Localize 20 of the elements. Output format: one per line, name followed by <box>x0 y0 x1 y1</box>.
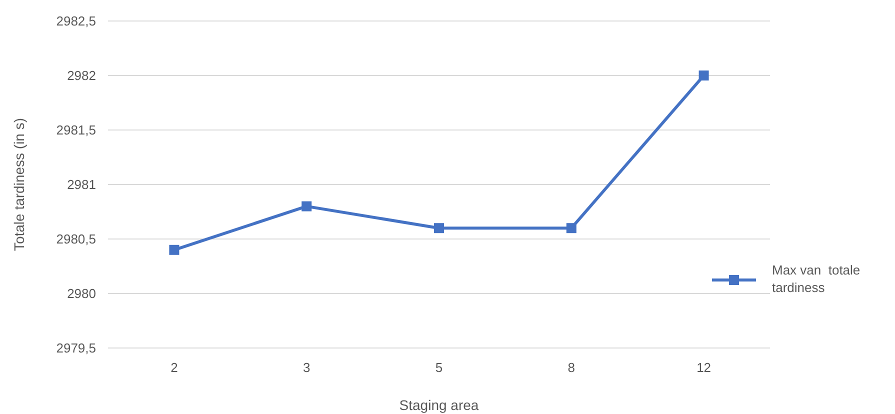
y-tick-label: 2979,5 <box>56 340 96 356</box>
y-tick-label: 2981 <box>67 177 96 192</box>
x-tick-label: 2 <box>170 360 178 375</box>
x-axis-title: Staging area <box>399 397 479 413</box>
y-axis-title: Totale tardiness (in s) <box>11 118 27 252</box>
point <box>169 244 180 255</box>
y-tick-label: 2982 <box>67 68 96 84</box>
x-tick-label: 12 <box>696 360 712 375</box>
y-tick-label: 2980,5 <box>56 232 96 247</box>
y-tick-label: 2980 <box>67 286 96 302</box>
x-tick-label: 5 <box>435 360 443 375</box>
y-tick-label: 2981,5 <box>56 122 96 138</box>
point <box>434 223 444 234</box>
legend-label: Max van totale tardiness <box>772 262 860 296</box>
point <box>698 70 709 80</box>
x-tick-label: 8 <box>568 360 576 375</box>
point <box>302 201 312 212</box>
y-tick-label: 2982,5 <box>56 14 96 29</box>
x-tick-label: 3 <box>302 360 310 375</box>
point <box>566 223 576 234</box>
